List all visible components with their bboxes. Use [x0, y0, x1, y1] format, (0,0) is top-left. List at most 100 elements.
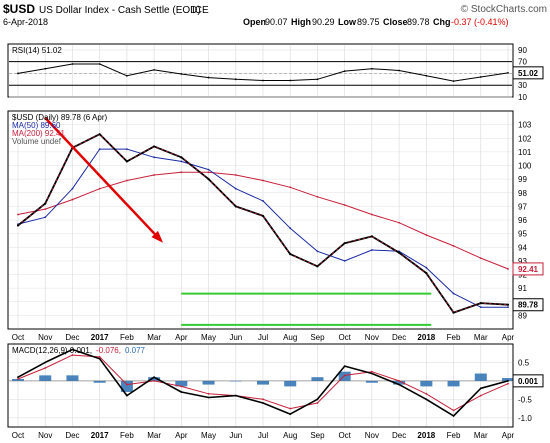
macd-y-tick: -0.5: [518, 395, 532, 404]
macd-line-point: [44, 361, 47, 364]
rsi-last-badge-text: 51.02: [518, 69, 539, 78]
rsi-line-point: [343, 70, 346, 72]
macd-x-tick: Oct: [338, 431, 351, 440]
macd-line-point: [289, 413, 292, 415]
macd-signal-line-point: [479, 394, 482, 397]
price-x-tick: 2017: [91, 333, 109, 342]
macd-legend-entry: -0.076,: [96, 346, 121, 355]
rsi-panel: [7, 43, 514, 98]
price-y-tick: 98: [518, 189, 527, 198]
macd-histogram-bar: [229, 380, 242, 382]
macd-signal-line-point: [44, 367, 47, 369]
rsi-line-point: [234, 78, 237, 81]
ma200-line-point: [289, 186, 292, 189]
macd-x-tick: Oct: [12, 431, 25, 440]
ma200-line-point: [207, 171, 210, 174]
macd-x-tick: Sep: [310, 431, 325, 440]
high-label: High: [291, 17, 311, 27]
rsi-line-point: [153, 69, 156, 71]
rsi-line-point: [452, 80, 455, 82]
price-point: [452, 311, 455, 314]
macd-line-point: [71, 348, 74, 351]
price-point: [261, 214, 265, 218]
ma50-line-point: [180, 160, 183, 163]
macd-x-tick: Apr: [175, 431, 188, 440]
price-point: [425, 272, 428, 275]
macd-histogram-bar: [257, 380, 269, 385]
macd-line-point: [262, 402, 264, 404]
rsi-line-point: [180, 73, 183, 75]
macd-line-point: [180, 391, 183, 393]
price-x-tick: Sep: [310, 333, 325, 342]
rsi-line-point: [398, 69, 401, 72]
ma200-line-point: [316, 195, 319, 198]
ma50-line-point: [452, 292, 455, 295]
price-point: [398, 251, 401, 254]
price-x-tick: 2018: [417, 333, 435, 342]
macd-y-tick: -1.0: [518, 414, 532, 423]
price-point: [153, 145, 156, 148]
ma50-line-point: [125, 148, 128, 151]
price-last-badge: [512, 298, 544, 312]
macd-histogram-bar: [338, 371, 351, 381]
macd-x-tick: Nov: [38, 431, 52, 440]
ma200-line-point: [507, 268, 509, 270]
macd-x-tick: 2017: [91, 431, 109, 440]
macd-signal-line-point: [289, 407, 292, 410]
macd-line-point: [398, 383, 401, 386]
rsi-line-point: [98, 63, 101, 65]
macd-histogram-bar: [120, 380, 133, 392]
price-y-tick: 94: [518, 243, 527, 252]
ma50-line-point: [316, 250, 319, 253]
macd-line-point: [370, 372, 373, 375]
macd-x-tick: Dec: [65, 431, 79, 440]
price-point: [316, 265, 319, 268]
price-legend-entry: Volume undef: [12, 137, 62, 146]
macd-signal-line-point: [125, 383, 128, 386]
price-point: [125, 160, 128, 163]
price-point: [506, 303, 510, 306]
rsi-line-point: [44, 67, 47, 70]
price-y-tick: 99: [518, 175, 527, 184]
macd-signal-line-point: [343, 374, 346, 377]
macd-signal-line-point: [316, 402, 319, 404]
price-x-tick: May: [201, 333, 216, 342]
price-x-tick: Oct: [338, 333, 351, 342]
macd-signal-line-point: [507, 382, 509, 385]
downtrend-line: [44, 116, 162, 242]
ma50-line-point: [370, 249, 373, 251]
price-legend-entry: MA(200) 92.41: [12, 129, 65, 138]
price-x-tick: Mar: [474, 333, 488, 342]
price-point: [16, 224, 20, 227]
ma200-line-point: [425, 234, 428, 236]
close-label: Close: [383, 17, 408, 27]
macd-histogram-bar: [311, 377, 324, 381]
low-value: 89.75: [357, 17, 380, 27]
macd-signal-line-point: [180, 385, 183, 388]
price-x-tick: Feb: [447, 333, 461, 342]
ma200-line-point: [180, 171, 183, 174]
price-point: [234, 205, 237, 208]
price-legend-entry: $USD (Daily) 89.78 (6 Apr): [12, 113, 107, 122]
macd-histogram-bar: [175, 380, 188, 387]
price-point: [180, 156, 183, 159]
ma200-line-point: [234, 174, 237, 176]
ma50-line-point: [425, 266, 428, 269]
macd-histogram-bar: [284, 380, 297, 387]
ma50-line-point: [289, 227, 292, 230]
macd-x-tick: Mar: [474, 431, 488, 440]
macd-signal-line-point: [207, 392, 210, 395]
macd-y-tick: 0.5: [518, 358, 530, 367]
rsi-line-point: [479, 76, 482, 78]
macd-line-point: [98, 357, 101, 360]
price-x-tick: Dec: [65, 333, 79, 342]
price-point: [98, 133, 101, 136]
price-point: [479, 302, 482, 305]
macd-histogram-bar: [66, 375, 79, 381]
price-y-tick: 103: [518, 121, 532, 130]
price-y-tick: 96: [518, 216, 527, 225]
macd-histogram-bar: [420, 380, 433, 387]
macd-x-tick: Feb: [120, 431, 134, 440]
chg-value: -0.37 (-0.41%): [451, 17, 509, 27]
macd-line-point: [125, 394, 128, 397]
